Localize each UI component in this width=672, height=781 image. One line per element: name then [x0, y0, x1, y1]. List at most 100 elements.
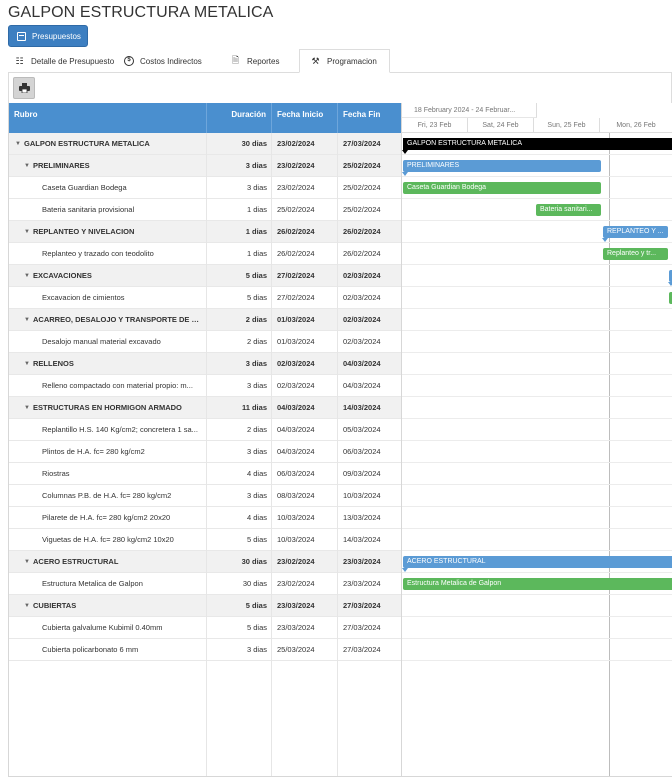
- rubro-cell: ACARREO, DESALOJO Y TRANSPORTE DE M...: [33, 315, 202, 324]
- rubro-cell: PRELIMINARES: [33, 161, 90, 170]
- duracion-cell: 3 dias: [246, 381, 267, 390]
- gantt-row-line: [402, 264, 672, 265]
- gantt-row-line: [402, 440, 672, 441]
- column-divider: [206, 133, 207, 776]
- gantt-summary-bar[interactable]: ACERO ESTRUCTURAL: [403, 556, 672, 568]
- task-row[interactable]: Desalojo manual material excavado 2 dias 0…: [9, 331, 401, 353]
- tab-reportes[interactable]: 🗎 Reportes: [230, 49, 280, 73]
- task-row[interactable]: Cubierta galvalume Kubimil 0.40mm 5 dias 2…: [9, 617, 401, 639]
- column-divider: [271, 133, 272, 776]
- expand-caret-icon[interactable]: ▼: [15, 141, 21, 147]
- duracion-cell: 30 dias: [241, 139, 267, 148]
- gantt-row-line: [402, 396, 672, 397]
- duracion-cell: 30 dias: [241, 557, 267, 566]
- dollar-icon: $: [124, 56, 134, 66]
- task-row[interactable]: Replantillo H.S. 140 Kg/cm2; concretera …: [9, 419, 401, 441]
- gantt-task-bar[interactable]: Caseta Guardian Bodega: [403, 182, 601, 194]
- expand-caret-icon[interactable]: ▼: [24, 361, 30, 367]
- task-row[interactable]: Estructura Metalica de Galpon 30 dias 23/0…: [9, 573, 401, 595]
- fecha-inicio-cell: 26/02/2024: [277, 227, 315, 236]
- task-row[interactable]: Relleno compactado con material propio: …: [9, 375, 401, 397]
- group-row[interactable]: ▼ CUBIERTAS 5 dias 23/03/2024 27/03/2024: [9, 595, 401, 617]
- column-header-fecha-fin[interactable]: Fecha Fin: [343, 110, 381, 119]
- task-row[interactable]: Excavacion de cimientos 5 dias 27/02/2024 0…: [9, 287, 401, 309]
- tab-detalle-presupuesto[interactable]: ☷ Detalle de Presupuesto: [14, 49, 114, 73]
- expand-caret-icon[interactable]: ▼: [24, 317, 30, 323]
- rubro-cell: REPLANTEO Y NIVELACION: [33, 227, 135, 236]
- grid-header: Rubro Duración Fecha Inicio Fecha Fin: [9, 103, 401, 133]
- group-row[interactable]: ▼ ACERO ESTRUCTURAL 30 dias 23/02/2024 23/03…: [9, 551, 401, 573]
- gantt-row-line: [402, 660, 672, 661]
- document-icon: 🗎: [231, 55, 240, 65]
- rubro-cell: ACERO ESTRUCTURAL: [33, 557, 119, 566]
- task-row[interactable]: Columnas P.B. de H.A. fc= 280 kg/cm2 3 di…: [9, 485, 401, 507]
- column-header-rubro[interactable]: Rubro: [9, 103, 207, 133]
- gantt-task-bar[interactable]: Bateria sanitari...: [536, 204, 601, 216]
- summary-start-marker: [402, 568, 408, 572]
- rubro-cell: Desalojo manual material excavado: [42, 337, 161, 346]
- presupuestos-button[interactable]: Presupuestos: [8, 25, 88, 47]
- gantt-row-line: [402, 550, 672, 551]
- rubro-cell: Pilarete de H.A. fc= 280 kg/cm2 20x20: [42, 513, 171, 522]
- rubro-cell: Excavacion de cimientos: [42, 293, 125, 302]
- task-row[interactable]: Plintos de H.A. fc= 280 kg/cm2 3 dias 04/0…: [9, 441, 401, 463]
- gantt-row-line: [402, 286, 672, 287]
- fecha-inicio-cell: 02/03/2024: [277, 381, 315, 390]
- task-row[interactable]: Replanteo y trazado con teodolito 1 dias 2…: [9, 243, 401, 265]
- rubro-cell: Cubierta galvalume Kubimil 0.40mm: [42, 623, 163, 632]
- duracion-cell: 5 dias: [246, 535, 267, 544]
- expand-caret-icon[interactable]: ▼: [24, 603, 30, 609]
- group-row[interactable]: ▼ EXCAVACIONES 5 dias 27/02/2024 02/03/2024: [9, 265, 401, 287]
- print-button[interactable]: [13, 77, 35, 99]
- task-row[interactable]: Caseta Guardian Bodega 3 dias 23/02/2024 25…: [9, 177, 401, 199]
- duracion-cell: 4 dias: [246, 469, 267, 478]
- task-row[interactable]: Riostras 4 dias 06/03/2024 09/03/2024: [9, 463, 401, 485]
- gantt-summary-bar[interactable]: [669, 270, 672, 282]
- gantt-day-header: Mon, 26 Feb: [600, 118, 672, 133]
- rubro-cell: Estructura Metalica de Galpon: [42, 579, 143, 588]
- expand-caret-icon[interactable]: ▼: [24, 405, 30, 411]
- group-row[interactable]: ▼ REPLANTEO Y NIVELACION 1 dias 26/02/2024 2…: [9, 221, 401, 243]
- group-row[interactable]: ▼ ACARREO, DESALOJO Y TRANSPORTE DE M... 2…: [9, 309, 401, 331]
- expand-caret-icon[interactable]: ▼: [24, 229, 30, 235]
- group-row[interactable]: ▼ RELLENOS 3 dias 02/03/2024 04/03/2024: [9, 353, 401, 375]
- expand-caret-icon[interactable]: ▼: [24, 273, 30, 279]
- gantt-row-line: [402, 154, 672, 155]
- expand-caret-icon[interactable]: ▼: [24, 163, 30, 169]
- gantt-task-bar[interactable]: Estructura Metalica de Galpon: [403, 578, 672, 590]
- fecha-fin-cell: 02/03/2024: [343, 337, 381, 346]
- tab-label: Costos Indirectos: [140, 56, 202, 66]
- fecha-fin-cell: 13/03/2024: [343, 513, 381, 522]
- gantt-summary-bar[interactable]: GALPON ESTRUCTURA METALICA: [403, 138, 672, 150]
- gantt-day-header: Sat, 24 Feb: [468, 118, 534, 133]
- task-row[interactable]: Pilarete de H.A. fc= 280 kg/cm2 20x20 4 d…: [9, 507, 401, 529]
- gantt-summary-bar[interactable]: REPLANTEO Y ...: [603, 226, 668, 238]
- fecha-fin-cell: 27/03/2024: [343, 601, 381, 610]
- column-header-duracion[interactable]: Duración: [207, 103, 272, 133]
- gantt-task-bar[interactable]: Replanteo y tr...: [603, 248, 668, 260]
- task-row[interactable]: Cubierta policarbonato 6 mm 3 dias 25/03/2…: [9, 639, 401, 661]
- fecha-fin-cell: 23/03/2024: [343, 579, 381, 588]
- column-header-fecha-inicio[interactable]: Fecha Inicio: [272, 103, 338, 133]
- tab-costos-indirectos[interactable]: $ Costos Indirectos: [124, 49, 202, 73]
- task-row[interactable]: Bateria sanitaria provisional 1 dias 25/02…: [9, 199, 401, 221]
- gantt-row-line: [402, 330, 672, 331]
- gantt-summary-bar[interactable]: PRELIMINARES: [403, 160, 601, 172]
- fecha-inicio-cell: 25/02/2024: [277, 205, 315, 214]
- fecha-inicio-cell: 04/03/2024: [277, 447, 315, 456]
- summary-start-marker: [602, 238, 608, 242]
- duracion-cell: 1 dias: [246, 249, 267, 258]
- task-row[interactable]: Viguetas de H.A. fc= 280 kg/cm2 10x20 5 d…: [9, 529, 401, 551]
- gantt-task-bar[interactable]: [669, 292, 672, 304]
- group-row[interactable]: ▼ PRELIMINARES 3 dias 23/02/2024 25/02/2024: [9, 155, 401, 177]
- tab-programacion[interactable]: ⚒ Programacion: [299, 49, 390, 73]
- fecha-fin-cell: 02/03/2024: [343, 315, 381, 324]
- rubro-cell: Plintos de H.A. fc= 280 kg/cm2: [42, 447, 145, 456]
- group-row[interactable]: ▼ GALPON ESTRUCTURA METALICA 30 dias 23/02/…: [9, 133, 401, 155]
- fecha-inicio-cell: 23/02/2024: [277, 139, 315, 148]
- task-grid: Rubro Duración Fecha Inicio Fecha Fin ▼ G…: [8, 103, 402, 777]
- duracion-cell: 3 dias: [246, 491, 267, 500]
- group-row[interactable]: ▼ ESTRUCTURAS EN HORMIGON ARMADO 11 dias 04…: [9, 397, 401, 419]
- expand-caret-icon[interactable]: ▼: [24, 559, 30, 565]
- gantt-row-line: [402, 572, 672, 573]
